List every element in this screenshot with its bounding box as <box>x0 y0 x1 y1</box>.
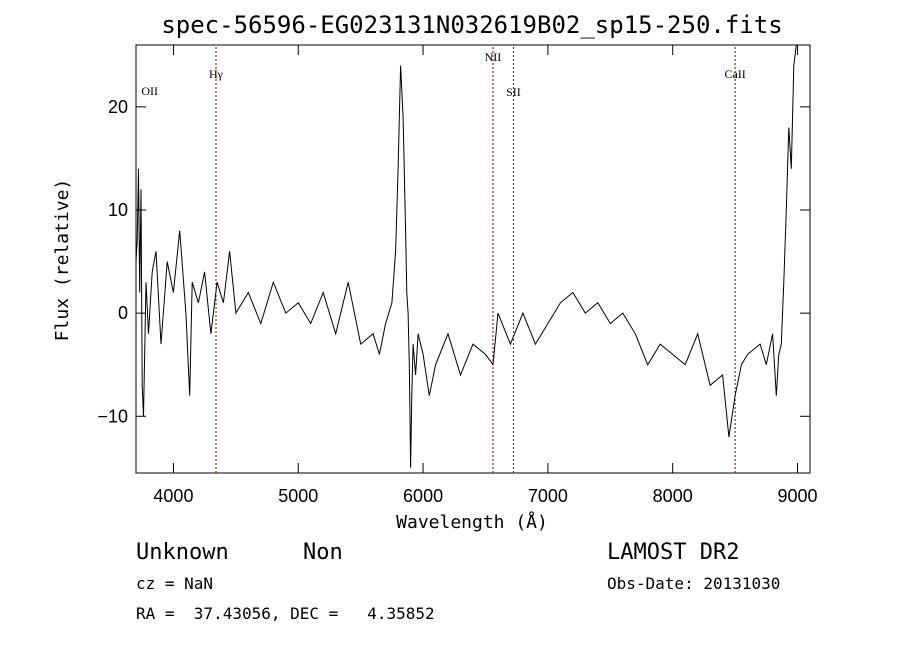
y-tick-label: 0 <box>118 303 128 323</box>
y-tick-label: −10 <box>97 406 128 426</box>
cz-label: cz = NaN <box>136 574 213 593</box>
x-axis-label: Wavelength (Å) <box>396 511 548 533</box>
obs-date-label: Obs-Date: 20131030 <box>607 574 780 593</box>
spectral-line-label: SII <box>506 85 521 99</box>
plot-frame <box>135 44 811 474</box>
coords-label: RA = 37.43056, DEC = 4.35852 <box>136 604 435 623</box>
x-tick-label: 4000 <box>153 486 193 506</box>
x-tick-label: 9000 <box>777 486 817 506</box>
x-tick-label: 5000 <box>278 486 318 506</box>
x-tick-label: 7000 <box>528 486 568 506</box>
spectral-line-label: Hγ <box>209 67 224 81</box>
spectral-line-label: OII <box>141 84 158 98</box>
axis-ticks: 4000 5000 6000 7000 8000 9000 −10 0 10 20 <box>97 45 818 506</box>
chart-title: spec-56596-EG023131N032619B02_sp15-250.f… <box>161 11 782 39</box>
spectrum-line <box>135 44 803 468</box>
spectral-line-markers: OII Hγ NII SII CaII <box>141 47 746 473</box>
subclass-label: Non <box>303 540 343 565</box>
survey-label: LAMOST DR2 <box>607 540 739 565</box>
spectral-line-label: CaII <box>724 67 745 81</box>
x-tick-label: 8000 <box>653 486 693 506</box>
y-axis-label: Flux (relative) <box>52 179 73 342</box>
class-label: Unknown <box>136 540 229 565</box>
spectral-line-label: NII <box>485 50 502 64</box>
y-tick-label: 10 <box>108 200 128 220</box>
x-tick-label: 6000 <box>403 486 443 506</box>
y-tick-label: 20 <box>108 97 128 117</box>
